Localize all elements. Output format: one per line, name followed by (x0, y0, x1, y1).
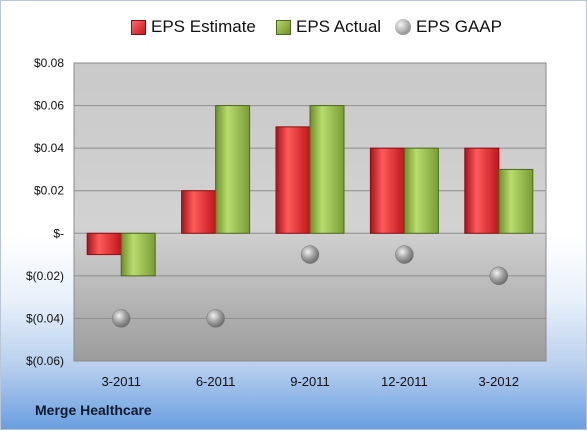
x-category-label: 3-2012 (479, 374, 519, 389)
x-category-label: 6-2011 (196, 374, 236, 389)
y-tick-label: $0.08 (34, 56, 64, 70)
company-name: Merge Healthcare (35, 402, 152, 418)
y-tick-label: $- (53, 226, 64, 240)
y-tick-label: $(0.06) (26, 354, 64, 368)
eps-estimate-bar (181, 190, 217, 234)
y-tick-label: $(0.04) (26, 311, 64, 325)
legend-swatch-eps-gaap (395, 19, 411, 35)
eps-actual-bar (309, 105, 345, 234)
x-category-label: 12-2011 (381, 374, 428, 389)
legend-label-eps-gaap: EPS GAAP (416, 17, 502, 36)
legend-item-eps-actual: EPS Actual (276, 17, 381, 37)
eps-actual-bar (498, 168, 534, 234)
y-tick-label: $(0.02) (26, 269, 64, 283)
bars (86, 105, 534, 277)
legend-item-eps-gaap: EPS GAAP (395, 17, 502, 37)
y-tick-label: $0.02 (34, 184, 64, 198)
eps-estimate-bar (464, 147, 500, 234)
eps-gaap-point (111, 309, 131, 328)
eps-actual-bar (120, 232, 156, 277)
legend-swatch-eps-actual (276, 19, 291, 35)
eps-gaap-point (206, 309, 225, 328)
eps-estimate-bar (86, 232, 122, 256)
x-axis-category-labels: 3-2011 6-2011 9-2011 12-2011 3-2012 (101, 374, 519, 389)
chart-legend: EPS Estimate EPS Actual EPS GAAP (1, 17, 587, 41)
gaap-points (111, 245, 509, 328)
legend-swatch-eps-estimate (131, 19, 146, 35)
eps-actual-bar (403, 147, 439, 234)
eps-gaap-point (395, 245, 414, 264)
x-category-label: 9-2011 (290, 374, 330, 389)
x-category-label: 3-2011 (101, 374, 141, 389)
legend-label-eps-actual: EPS Actual (296, 17, 382, 36)
eps-estimate-bar (369, 147, 405, 234)
legend-label-eps-estimate: EPS Estimate (151, 17, 256, 36)
eps-actual-bar (215, 105, 251, 234)
y-tick-label: $0.04 (34, 141, 64, 155)
y-axis-tick-labels: $0.08 $0.06 $0.04 $0.02 $- $(0.02) $(0.04) $(0.… (26, 56, 64, 368)
legend-item-eps-estimate: EPS Estimate (131, 17, 256, 37)
eps-estimate-bar (275, 126, 311, 234)
y-tick-label: $0.06 (34, 99, 64, 113)
eps-gaap-point (489, 266, 509, 286)
eps-gaap-point (300, 245, 320, 264)
